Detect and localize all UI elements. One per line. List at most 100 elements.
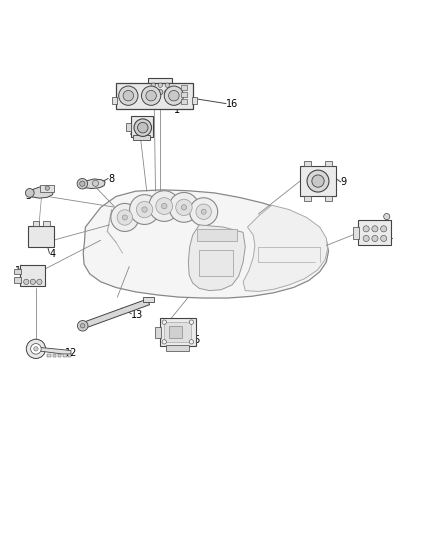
Circle shape (307, 170, 329, 192)
Circle shape (151, 83, 155, 87)
Circle shape (189, 320, 194, 324)
Circle shape (169, 91, 179, 101)
Circle shape (189, 340, 194, 344)
Circle shape (165, 90, 170, 95)
Bar (40, 185, 54, 192)
Bar (300, 166, 336, 197)
Circle shape (164, 86, 184, 106)
Bar (181, 99, 187, 104)
Circle shape (37, 279, 42, 285)
Circle shape (78, 320, 88, 331)
Bar (53, 354, 56, 357)
Text: 2: 2 (131, 130, 137, 140)
Circle shape (190, 198, 218, 226)
Circle shape (158, 83, 162, 87)
Circle shape (130, 195, 159, 224)
Text: 3: 3 (25, 191, 31, 201)
Bar (304, 161, 311, 166)
Circle shape (123, 91, 134, 101)
Circle shape (165, 83, 170, 87)
Bar (166, 345, 189, 351)
Circle shape (201, 209, 206, 214)
Circle shape (45, 186, 49, 190)
Bar (325, 161, 332, 166)
Circle shape (31, 344, 41, 354)
Bar (164, 322, 191, 342)
Bar (353, 227, 359, 239)
Circle shape (136, 201, 153, 218)
Circle shape (162, 340, 166, 344)
Text: 1: 1 (174, 104, 180, 115)
Text: 15: 15 (189, 335, 201, 345)
Bar (47, 354, 51, 357)
Circle shape (181, 205, 187, 210)
Bar (14, 269, 21, 274)
Circle shape (381, 226, 387, 232)
Bar (148, 78, 172, 99)
Text: 14: 14 (382, 233, 394, 244)
Bar (145, 84, 149, 94)
Circle shape (119, 86, 138, 106)
Text: 13: 13 (131, 310, 144, 320)
Circle shape (146, 91, 156, 101)
Bar (325, 196, 332, 201)
Text: 11: 11 (15, 266, 28, 276)
Circle shape (24, 279, 29, 285)
Circle shape (92, 180, 99, 187)
Bar (192, 96, 197, 104)
Text: 12: 12 (65, 348, 77, 358)
Bar (169, 326, 182, 338)
Circle shape (77, 179, 88, 189)
Circle shape (363, 236, 369, 241)
Polygon shape (188, 225, 245, 290)
Polygon shape (83, 190, 328, 298)
Circle shape (122, 215, 127, 220)
Bar (181, 85, 187, 91)
Circle shape (162, 203, 167, 209)
Bar (133, 135, 150, 140)
Circle shape (176, 199, 192, 215)
Bar (20, 265, 45, 286)
Bar (116, 83, 193, 109)
Text: 16: 16 (226, 100, 238, 109)
Bar (131, 116, 153, 137)
Circle shape (34, 346, 38, 351)
Circle shape (138, 123, 148, 133)
Bar (68, 354, 71, 357)
Circle shape (80, 181, 85, 187)
Bar (143, 296, 154, 302)
Circle shape (384, 214, 390, 220)
Circle shape (196, 204, 212, 220)
Circle shape (151, 90, 156, 95)
Bar (358, 220, 391, 246)
Polygon shape (36, 347, 71, 354)
Bar (160, 318, 196, 346)
Bar (181, 92, 187, 98)
Circle shape (81, 324, 85, 328)
Circle shape (111, 204, 139, 231)
Bar (33, 221, 39, 226)
Circle shape (381, 236, 387, 241)
Circle shape (169, 192, 199, 222)
Circle shape (117, 209, 133, 225)
Bar (197, 229, 237, 241)
Circle shape (162, 320, 166, 324)
Circle shape (26, 339, 46, 359)
Bar (126, 123, 131, 131)
Bar (58, 354, 61, 357)
Bar (63, 354, 67, 357)
Circle shape (134, 119, 152, 136)
Circle shape (312, 175, 324, 187)
Circle shape (30, 279, 35, 285)
Bar (43, 221, 50, 226)
Circle shape (149, 191, 180, 221)
Polygon shape (81, 299, 150, 329)
Polygon shape (243, 205, 328, 292)
Circle shape (363, 226, 369, 232)
Bar (304, 196, 311, 201)
Polygon shape (82, 179, 105, 189)
Circle shape (142, 207, 147, 212)
Bar (155, 327, 161, 338)
Bar (112, 96, 117, 104)
Circle shape (372, 236, 378, 241)
